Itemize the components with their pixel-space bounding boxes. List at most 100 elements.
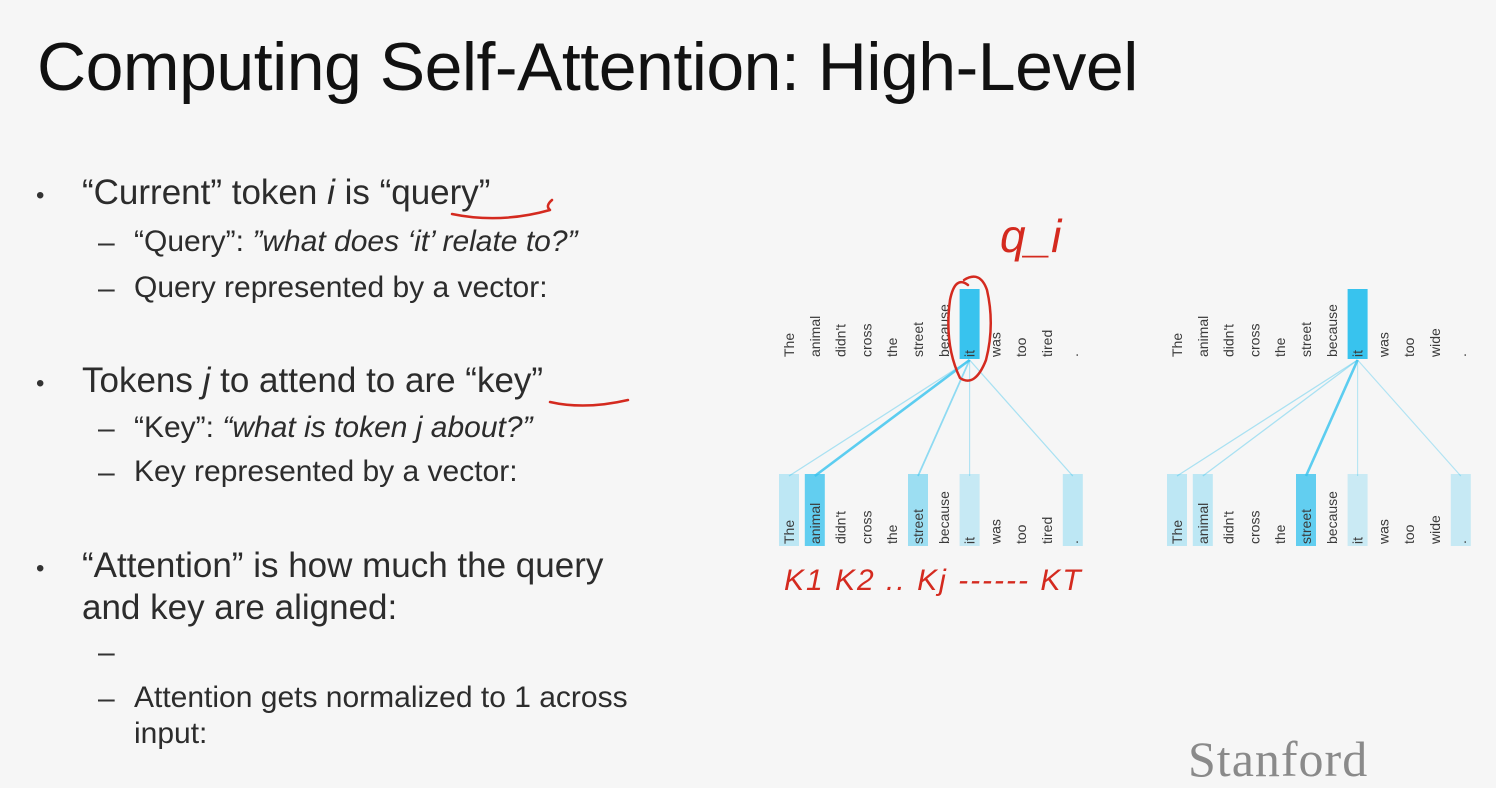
query-token-highlight xyxy=(1347,289,1368,359)
attention-line xyxy=(917,359,971,477)
bullet-query: “Current” token i is “query” xyxy=(82,172,490,214)
sub-bullet-query-vector: Query represented by a vector: xyxy=(134,270,548,306)
query-row-token: the xyxy=(884,337,900,357)
bullet-key: Tokens j to attend to are “key” xyxy=(82,360,543,402)
key-row-token: didn't xyxy=(1221,511,1237,544)
query-row-token: it xyxy=(962,350,978,357)
bullet-text: is “query” xyxy=(334,173,491,212)
key-row-token: cross xyxy=(858,511,874,544)
query-row-token: animal xyxy=(807,316,823,357)
attention-line xyxy=(788,359,970,477)
key-row-token: didn't xyxy=(833,511,849,544)
query-row-token: animal xyxy=(1195,316,1211,357)
key-token-highlight xyxy=(1347,474,1368,546)
sub-dash: – xyxy=(98,226,115,259)
sub-dash: – xyxy=(98,682,115,715)
sub-text: “Key”: xyxy=(134,411,223,444)
query-row-token: street xyxy=(910,322,926,357)
key-token-highlight xyxy=(1192,474,1213,546)
key-row-token: cross xyxy=(1246,511,1262,544)
key-row-token: The xyxy=(781,520,797,544)
sub-bullet-query-def: “Query”: ”what does ‘it’ relate to?” xyxy=(134,224,578,260)
key-row-token: . xyxy=(1453,540,1469,544)
sub-dash: – xyxy=(98,272,115,305)
key-token-highlight xyxy=(779,474,799,546)
key-row-token: tired xyxy=(1039,517,1055,544)
sub-dash: – xyxy=(98,412,115,445)
query-index-circle xyxy=(947,275,993,382)
sub-text-line: input: xyxy=(134,717,208,750)
query-row-token: street xyxy=(1298,322,1314,357)
key-token-highlight xyxy=(804,474,825,546)
query-row-token: wide xyxy=(1427,328,1443,358)
query-underline-stroke xyxy=(450,198,554,220)
sub-text-line: Attention gets normalized to 1 across xyxy=(134,681,628,714)
key-token-highlight xyxy=(908,474,928,546)
stanford-wordmark: Stanford xyxy=(1188,731,1369,787)
query-row-token: The xyxy=(781,333,797,357)
query-row-token: tired xyxy=(1039,330,1055,357)
key-row-token: it xyxy=(962,537,978,544)
sub-dash: – xyxy=(98,636,115,669)
bullet-dot: • xyxy=(36,182,45,209)
key-row-token: street xyxy=(1298,509,1314,544)
query-row-token: the xyxy=(1272,337,1288,357)
index-variable: i xyxy=(327,173,335,212)
sub-text: Key represented by a vector: xyxy=(134,455,518,488)
attention-line xyxy=(1304,359,1359,477)
key-row-token: too xyxy=(1013,524,1029,544)
key-row-token: . xyxy=(1065,540,1081,544)
slide-title: Computing Self-Attention: High-Level xyxy=(37,29,1138,105)
query-row-token: too xyxy=(1013,337,1029,357)
key-row-token: street xyxy=(910,509,926,544)
bullet-dot: • xyxy=(36,555,45,582)
key-row-token: was xyxy=(1375,519,1391,545)
key-row-token: because xyxy=(1324,491,1340,544)
bullet-text-line: “Attention” is how much the query xyxy=(82,546,604,585)
sub-bullet-normalized: Attention gets normalized to 1 across in… xyxy=(134,680,628,752)
bullet-dot: • xyxy=(36,370,45,397)
sub-bullet-key-vector: Key represented by a vector: xyxy=(134,454,518,490)
sub-text: “Query”: xyxy=(134,225,253,258)
attention-line xyxy=(1176,359,1358,477)
sub-bullet-key-def: “Key”: “what is token j about?” xyxy=(134,410,533,446)
query-token-highlight xyxy=(959,289,980,359)
key-row-token: wide xyxy=(1427,515,1443,545)
key-row-token: animal xyxy=(807,503,823,544)
key-row-token: the xyxy=(1272,524,1288,544)
keys-label-handwritten: K1 K2 .. Kj ------ KT xyxy=(784,564,1083,597)
query-row-token: because xyxy=(1324,304,1340,357)
bullet-attention: “Attention” is how much the query and ke… xyxy=(82,545,603,629)
query-row-token: too xyxy=(1401,337,1417,357)
bullet-text: Tokens xyxy=(82,361,203,400)
key-row-token: the xyxy=(884,524,900,544)
bullet-text-line: and key are aligned: xyxy=(82,588,398,627)
query-row-token: cross xyxy=(858,324,874,357)
key-row-token: it xyxy=(1350,537,1366,544)
key-token-highlight xyxy=(1296,474,1316,546)
key-token-highlight xyxy=(1167,474,1187,546)
key-row-token: The xyxy=(1169,520,1185,544)
key-row-token: animal xyxy=(1195,503,1211,544)
key-underline-stroke xyxy=(548,398,630,407)
query-label-handwritten: q_i xyxy=(1000,210,1063,262)
bullet-text: to attend to are “key” xyxy=(210,361,544,400)
key-row-token: too xyxy=(1401,524,1417,544)
query-row-token: didn't xyxy=(1221,324,1237,357)
key-row-token: was xyxy=(987,519,1003,545)
query-row-token: . xyxy=(1453,353,1469,357)
attention-line xyxy=(1202,359,1358,477)
query-row-token: didn't xyxy=(833,324,849,357)
query-row-token: The xyxy=(1169,333,1185,357)
query-row-token: was xyxy=(987,332,1003,358)
attention-line xyxy=(814,358,971,478)
query-row-token: was xyxy=(1375,332,1391,358)
query-row-token: cross xyxy=(1246,324,1262,357)
query-row-token: . xyxy=(1065,353,1081,357)
key-token-highlight xyxy=(959,474,980,546)
key-row-token: because xyxy=(936,491,952,544)
bullet-text: “Current” token xyxy=(82,173,328,212)
query-row-token: it xyxy=(1350,350,1366,357)
key-token-highlight xyxy=(1450,474,1471,546)
